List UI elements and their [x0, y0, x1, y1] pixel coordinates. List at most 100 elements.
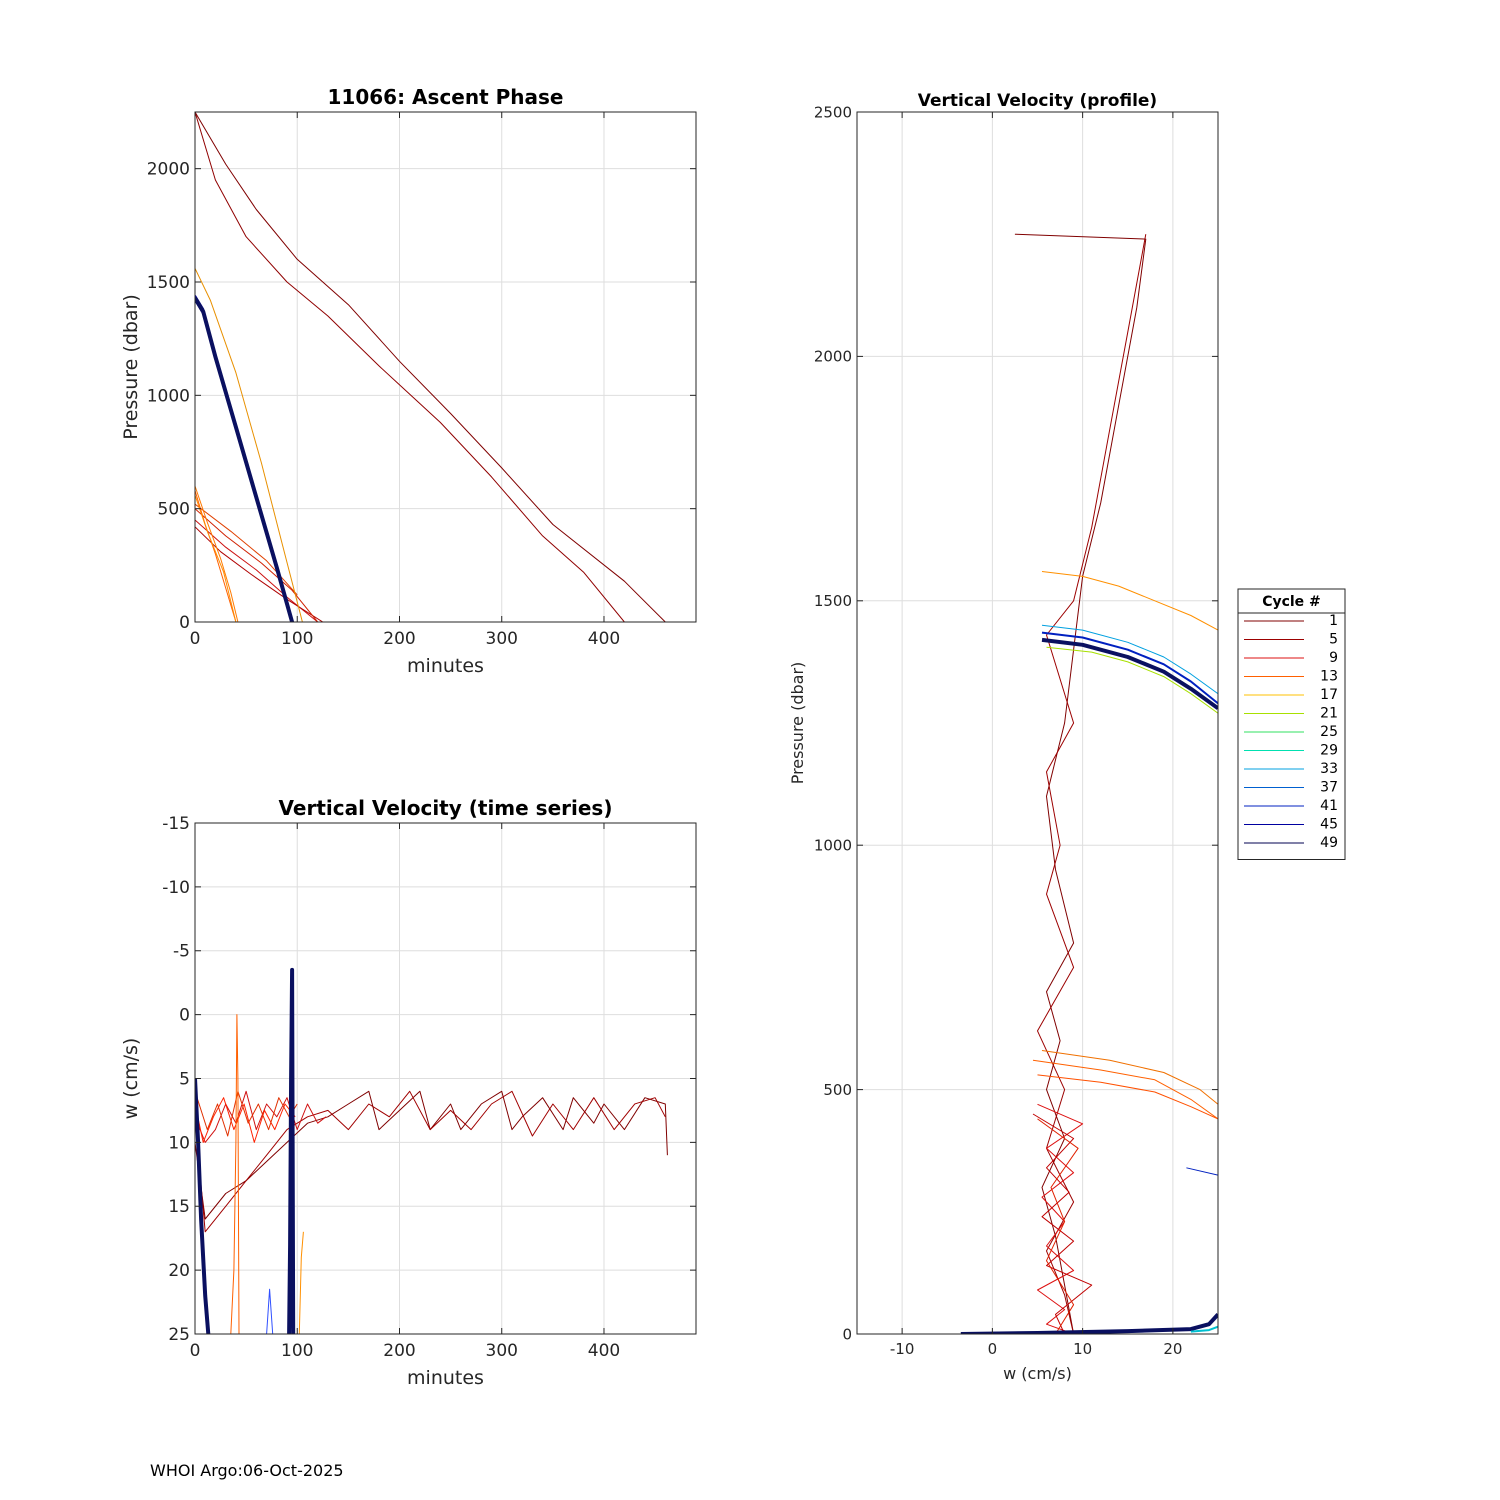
series-line-6 [1032, 1059, 1218, 1120]
x-tick-label: 200 [383, 629, 415, 649]
x-axis-label: w (cm/s) [1003, 1364, 1072, 1383]
series-line-11 [1041, 624, 1218, 695]
series-line-7 [1041, 1050, 1218, 1105]
y-tick-label: 20 [168, 1261, 190, 1281]
series-line-8 [1037, 1074, 1218, 1120]
series-line-9 [195, 494, 237, 622]
vertical-velocity-profile-chart: -10 0 10 20 0 500 1000 1500 2000 2500 Vertical Vel… [788, 91, 1219, 1383]
x-tick-label: 400 [588, 1341, 620, 1361]
series-line-6 [230, 1014, 240, 1334]
chart-title: Vertical Velocity (profile) [918, 91, 1157, 111]
legend-label-33: 33 [1320, 761, 1338, 777]
legend-title: Cycle # [1262, 594, 1321, 610]
vertical-velocity-timeseries-chart: 0 100 200 300 400 -15 -10 -5 0 5 10 15 20 25 Vertical … [120, 796, 697, 1389]
series-line-7 [298, 1231, 304, 1334]
series-group [960, 233, 1218, 1334]
legend-label-29: 29 [1320, 743, 1338, 759]
x-tick-label: 0 [988, 1340, 998, 1358]
legend-label-17: 17 [1320, 687, 1338, 703]
series-group [195, 112, 666, 622]
y-tick-label: 1000 [814, 836, 852, 854]
x-tick-label: 10 [1073, 1340, 1092, 1358]
y-tick-label: 0 [842, 1325, 852, 1343]
legend-label-25: 25 [1320, 724, 1338, 740]
series-line-8 [195, 485, 239, 622]
x-tick-label: 200 [383, 1341, 415, 1361]
series-line-8 [266, 1288, 274, 1334]
legend-label-5: 5 [1329, 632, 1338, 648]
series-line-1 [1014, 233, 1147, 1334]
series-line-15 [960, 1313, 1218, 1334]
footer-credit: WHOI Argo:06-Oct-2025 [150, 1461, 344, 1480]
legend-label-21: 21 [1320, 706, 1338, 722]
legend-label-45: 45 [1320, 817, 1338, 833]
y-tick-label: 1500 [814, 592, 852, 610]
x-tick-label: 300 [486, 1341, 518, 1361]
series-line-9 [195, 1078, 211, 1334]
y-tick-label: -10 [162, 878, 190, 898]
y-tick-label: 1500 [147, 273, 190, 293]
legend-label-13: 13 [1320, 669, 1338, 685]
series-line-14 [1186, 1158, 1218, 1176]
series-line-5 [195, 508, 319, 622]
y-tick-label: 15 [168, 1197, 190, 1217]
series-line-1 [195, 1090, 668, 1220]
chart-title: 11066: Ascent Phase [328, 85, 564, 109]
y-tick-label: 1000 [147, 386, 190, 406]
series-line-10 [195, 268, 303, 622]
y-axis-label: w (cm/s) [120, 1038, 142, 1120]
series-line-4 [1032, 1113, 1093, 1334]
series-line-10 [1046, 646, 1218, 714]
y-tick-label: 5 [179, 1069, 190, 1089]
y-tick-label: 25 [168, 1325, 190, 1345]
x-tick-label: 300 [486, 629, 518, 649]
y-tick-label: 2500 [814, 103, 852, 121]
series-line-13 [1041, 637, 1218, 710]
y-tick-label: 0 [179, 613, 190, 633]
x-tick-label: 100 [281, 629, 313, 649]
x-axis-label: minutes [407, 1367, 484, 1389]
axes-box [194, 111, 697, 623]
series-line-4 [195, 1097, 296, 1143]
legend-label-37: 37 [1320, 780, 1338, 796]
x-tick-label: 20 [1163, 1340, 1182, 1358]
x-axis-label: minutes [407, 655, 484, 677]
y-tick-label: 2000 [814, 348, 852, 366]
series-line-6 [195, 503, 298, 596]
series-group [195, 967, 668, 1334]
y-tick-label: 500 [823, 1081, 852, 1099]
series-line-10 [287, 967, 296, 1334]
y-tick-label: -15 [162, 814, 190, 834]
y-tick-label: 500 [158, 500, 190, 520]
series-line-2 [1037, 234, 1147, 1334]
series-line-1 [195, 112, 666, 622]
legend-box [1237, 588, 1346, 860]
y-axis-label: Pressure (dbar) [120, 294, 142, 440]
series-line-12 [1041, 631, 1218, 705]
series-line-7 [195, 490, 237, 622]
axes-box [856, 111, 1219, 1335]
y-tick-label: 2000 [147, 160, 190, 180]
series-line-9 [1041, 571, 1218, 631]
series-line-3 [195, 1090, 327, 1143]
y-tick-label: 0 [179, 1006, 190, 1026]
legend-label-41: 41 [1320, 798, 1338, 814]
legend-label-49: 49 [1320, 835, 1338, 851]
chart-title: Vertical Velocity (time series) [279, 796, 613, 820]
legend-label-9: 9 [1329, 650, 1338, 666]
series-line-5 [1037, 1118, 1079, 1334]
legend-label-1: 1 [1329, 613, 1338, 629]
y-tick-label: -5 [173, 942, 190, 962]
x-tick-label: 400 [588, 629, 620, 649]
y-axis-label: Pressure (dbar) [788, 662, 807, 785]
series-line-2 [195, 112, 625, 622]
x-tick-label: 0 [190, 629, 201, 649]
series-line-16 [1190, 1325, 1218, 1333]
series-line-3 [1037, 1103, 1084, 1334]
series-line-13 [195, 296, 295, 622]
series-line-5 [195, 1090, 298, 1137]
ascent-phase-chart: 0 100 200 300 400 0 500 1000 1500 2000 11066: Asce… [120, 85, 697, 677]
x-tick-label: -10 [890, 1340, 915, 1358]
x-tick-label: 100 [281, 1341, 313, 1361]
